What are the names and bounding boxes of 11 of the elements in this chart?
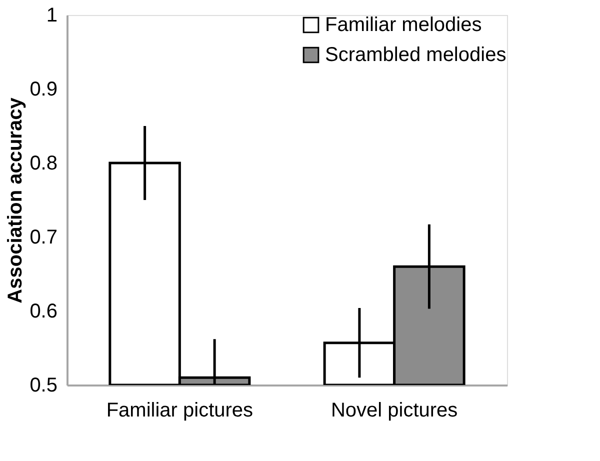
y-tick-label: 0.5: [30, 374, 58, 396]
y-tick-label: 0.8: [30, 152, 58, 174]
x-tick-label: Novel pictures: [330, 400, 458, 422]
y-tick-label: 0.7: [30, 226, 58, 248]
y-tick-label: 0.6: [30, 300, 58, 322]
y-tick-label: 1: [46, 4, 58, 26]
legend-label: Familiar melodies: [325, 14, 482, 36]
x-tick-label: Familiar pictures: [106, 400, 254, 422]
legend-label: Scrambled melodies: [325, 44, 506, 66]
y-tick-label: 0.9: [30, 78, 58, 100]
y-axis-title: Association accuracy: [4, 96, 27, 304]
